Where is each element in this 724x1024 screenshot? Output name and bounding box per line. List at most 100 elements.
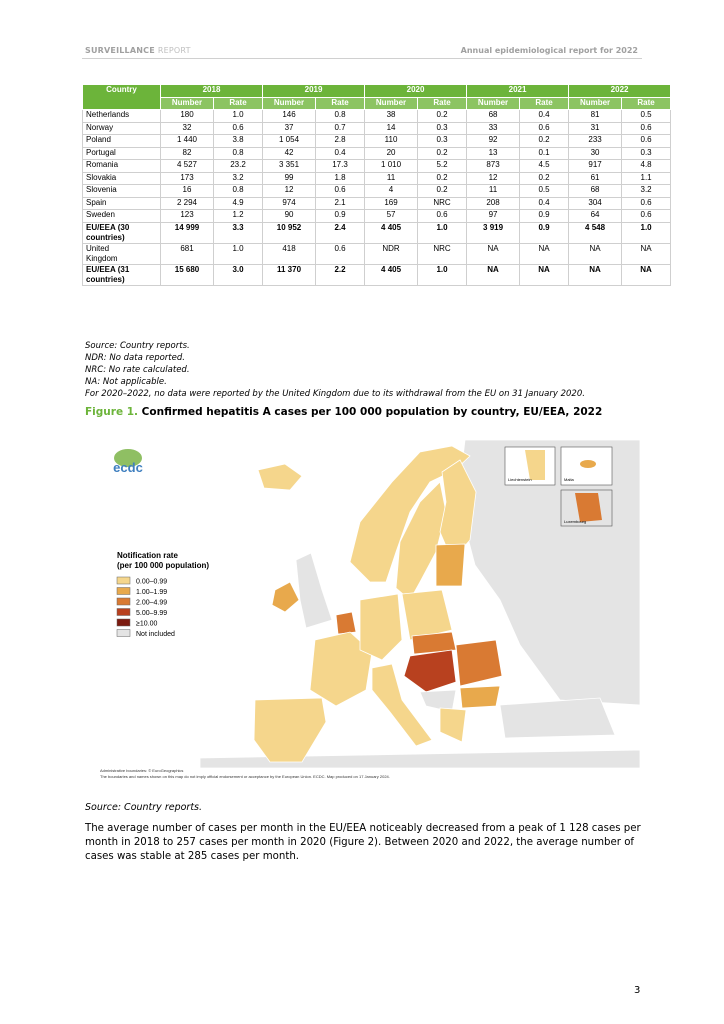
inset-region bbox=[575, 493, 602, 522]
value-cell: 1.0 bbox=[212, 242, 264, 265]
legend-label: Not included bbox=[136, 631, 175, 638]
series-rest: REPORT bbox=[157, 46, 191, 55]
value-cell: 1 010 bbox=[364, 159, 419, 173]
page-number: 3 bbox=[634, 985, 641, 996]
table-row: Spain 2 294 4.9 974 2.1 169 NRC 208 0.4 304 0.6 bbox=[82, 196, 672, 210]
value-cell: 0.4 bbox=[519, 196, 570, 210]
value-cell: 0.5 bbox=[519, 184, 570, 198]
value-cell: 14 bbox=[364, 121, 419, 135]
legend-label: 0.00–0.99 bbox=[136, 579, 167, 586]
country-cell: Poland bbox=[82, 134, 161, 148]
region bbox=[309, 631, 373, 707]
country-cell: EU/EEA (31 countries) bbox=[82, 263, 161, 286]
value-cell: NA bbox=[621, 263, 672, 286]
value-cell: 1.0 bbox=[212, 109, 264, 123]
region bbox=[253, 697, 327, 763]
country-name: Poland bbox=[86, 135, 111, 144]
value-cell: NRC bbox=[417, 242, 468, 265]
value-cell: 2.2 bbox=[315, 263, 366, 286]
country-cell: United Kingdom bbox=[82, 242, 161, 265]
inset-region bbox=[525, 450, 545, 480]
data-table: Country 2018 2019 2020 2021 2022 Number Rate Num… bbox=[82, 84, 672, 286]
table-row: Norway 32 0.6 37 0.7 14 0.3 33 0.6 31 0.6 bbox=[82, 121, 672, 135]
table-row: United Kingdom 681 1.0 418 0.6 NDR NRC NA NA NA NA bbox=[82, 242, 672, 265]
value-cell: 11 bbox=[466, 184, 521, 198]
table-row: Portugal 82 0.8 42 0.4 20 0.2 13 0.1 30 0.3 bbox=[82, 146, 672, 160]
value-cell: 0.6 bbox=[621, 121, 672, 135]
country-cell: Slovakia bbox=[82, 171, 161, 185]
value-cell: 233 bbox=[568, 134, 623, 148]
inset-label: Luxembourg bbox=[564, 519, 586, 524]
value-cell: 23.2 bbox=[212, 159, 264, 173]
subheader-cell: Rate bbox=[212, 96, 264, 110]
legend-swatch bbox=[116, 597, 131, 606]
value-cell: NDR bbox=[364, 242, 419, 265]
value-cell: 20 bbox=[364, 146, 419, 160]
legend-title: (per 100 000 population) bbox=[117, 561, 209, 570]
region bbox=[199, 749, 640, 769]
value-cell: 61 bbox=[568, 171, 623, 185]
value-cell: 0.3 bbox=[417, 134, 468, 148]
subheader-cell: Number bbox=[568, 96, 623, 110]
country-name: Portugal bbox=[86, 147, 116, 157]
value-cell: NRC bbox=[417, 196, 468, 210]
region bbox=[439, 707, 467, 743]
value-cell: 0.8 bbox=[212, 184, 264, 198]
table-row: Netherlands 180 1.0 146 0.8 38 0.2 68 0.4 81 0.5 bbox=[82, 109, 672, 123]
value-cell: 16 bbox=[160, 184, 214, 198]
value-cell: 0.6 bbox=[519, 121, 570, 135]
value-cell: 0.4 bbox=[315, 146, 366, 160]
source: Source: Country reports. bbox=[85, 802, 203, 813]
value-cell: 0.9 bbox=[315, 209, 366, 223]
value-cell: NA bbox=[568, 263, 623, 286]
country-name: Netherlands bbox=[86, 110, 130, 119]
value-cell: 0.6 bbox=[621, 134, 672, 148]
value-cell: NA bbox=[621, 242, 672, 265]
country-name: EU/EEA (30 countries) bbox=[86, 222, 130, 242]
value-cell: 0.3 bbox=[621, 146, 672, 160]
value-cell: 0.2 bbox=[417, 109, 468, 123]
country-cell: Romania bbox=[82, 159, 161, 173]
inset-region bbox=[580, 460, 596, 468]
subheader-cell: Number bbox=[262, 96, 317, 110]
paragraph: The average number of cases per month in… bbox=[85, 823, 641, 862]
legend-swatch bbox=[116, 629, 131, 637]
region bbox=[435, 543, 466, 587]
note: NDR: No data reported. bbox=[85, 353, 185, 363]
region bbox=[459, 685, 501, 709]
value-cell: 0.2 bbox=[417, 146, 468, 160]
value-cell: 0.2 bbox=[417, 184, 468, 198]
legend-label: 2.00–4.99 bbox=[136, 600, 167, 607]
region bbox=[455, 639, 503, 687]
series: SURVEILLANCE bbox=[85, 46, 155, 55]
country-name: Sweden bbox=[86, 210, 115, 219]
region bbox=[359, 593, 403, 661]
value-cell: 82 bbox=[160, 146, 214, 160]
value-cell: 13 bbox=[466, 146, 521, 160]
country-name: Slovenia bbox=[86, 185, 117, 194]
value-cell: 68 bbox=[568, 184, 623, 198]
country-name: United Kingdom bbox=[86, 243, 118, 263]
value-cell: 0.2 bbox=[519, 134, 570, 148]
value-cell: 169 bbox=[364, 196, 419, 210]
note: Source: Country reports. bbox=[85, 341, 190, 351]
value-cell: 418 bbox=[262, 242, 317, 265]
value-cell: NA bbox=[568, 242, 623, 265]
value-cell: 0.6 bbox=[621, 209, 672, 223]
legend-swatch bbox=[116, 618, 131, 627]
country-cell: Portugal bbox=[82, 146, 161, 160]
inset-label: Malta bbox=[564, 477, 575, 482]
value-cell: 17.3 bbox=[315, 159, 366, 173]
country-cell: Spain bbox=[82, 196, 161, 210]
notes: Source: Country reports. NDR: No data rep… bbox=[85, 340, 585, 400]
header-rule bbox=[82, 58, 642, 59]
credit: The boundaries and names shown on this m… bbox=[100, 774, 390, 779]
value-cell: 0.3 bbox=[417, 121, 468, 135]
country-name: Slovakia bbox=[86, 172, 117, 182]
value-cell: 4 405 bbox=[364, 221, 419, 244]
header-left: SURVEILLANCE REPORT bbox=[85, 46, 191, 55]
value-cell: 0.6 bbox=[621, 196, 672, 210]
table-row: Romania 4 527 23.2 3 351 17.3 1 010 5.2 873 4.5 9… bbox=[82, 159, 672, 173]
table-row: Poland 1 440 3.8 1 054 2.8 110 0.3 92 0.2 233 0.6 bbox=[82, 134, 672, 148]
value-cell: 2.4 bbox=[315, 221, 366, 244]
